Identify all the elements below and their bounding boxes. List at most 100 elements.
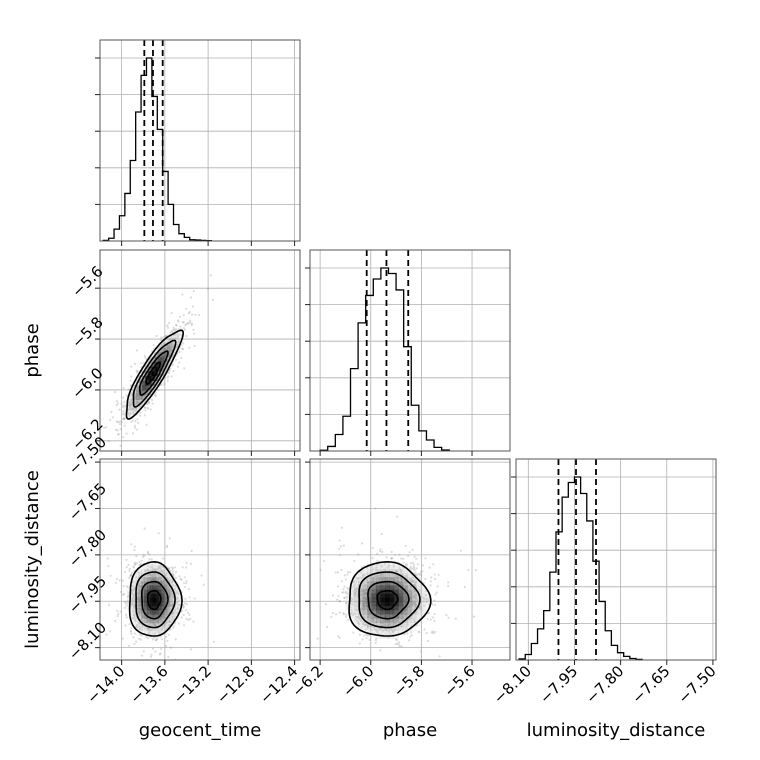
scatter-point	[342, 612, 345, 615]
density-cell	[139, 404, 143, 410]
scatter-point	[184, 597, 187, 601]
density-cell	[132, 597, 136, 603]
scatter-point	[190, 549, 193, 553]
scatter-point	[146, 564, 149, 567]
scatter-point	[410, 578, 413, 582]
scatter-point	[163, 383, 166, 386]
density-cell	[129, 399, 134, 405]
scatter-point	[381, 701, 383, 703]
y-tick-label: −7.95	[65, 572, 110, 617]
y-gridlines	[100, 461, 300, 649]
scatter-point	[184, 323, 187, 326]
scatter-point	[146, 552, 150, 555]
density-cell	[411, 597, 417, 603]
scatter-point	[129, 405, 132, 408]
scatter-point	[123, 606, 126, 610]
density-cell	[141, 630, 145, 635]
density-cell	[380, 593, 386, 599]
scatter-point	[138, 563, 141, 567]
density-cell	[135, 597, 139, 603]
scatter-point	[140, 628, 144, 632]
scatter-point	[154, 394, 157, 397]
scatter-point	[389, 666, 391, 668]
scatter-point	[147, 569, 150, 572]
density-cell	[367, 609, 373, 615]
scatter-point	[158, 566, 161, 570]
density-cell	[158, 565, 162, 570]
scatter-point	[354, 593, 357, 596]
density-cell	[149, 626, 154, 631]
density-cell	[420, 589, 426, 594]
panel-frame	[99, 249, 301, 452]
scatter-point	[130, 420, 133, 424]
scatter-point	[172, 626, 175, 629]
density-cell	[166, 573, 171, 578]
scatter-point	[194, 313, 197, 316]
density-cell	[138, 626, 142, 631]
scatter-point	[162, 570, 165, 573]
density-cell	[126, 605, 131, 611]
density-cell	[164, 609, 168, 615]
scatter-point	[132, 595, 135, 598]
density-cell	[135, 622, 139, 627]
scatter-point	[168, 537, 171, 540]
density-cell	[172, 573, 176, 578]
scatter-point	[396, 642, 399, 645]
scatter-point	[371, 546, 374, 550]
scatter-point	[391, 557, 394, 560]
scatter-point	[182, 327, 186, 330]
scatter-point	[173, 333, 176, 337]
scatter-point	[336, 598, 339, 601]
scatter-point	[138, 574, 141, 577]
scatter-point	[143, 527, 146, 530]
scatter-point	[169, 579, 172, 582]
density-cell	[169, 605, 174, 611]
scatter-point	[178, 361, 181, 364]
scatter-point	[130, 375, 133, 378]
scatter-point	[153, 636, 156, 639]
density-cell	[416, 614, 422, 619]
scatter-point	[390, 557, 393, 560]
x-tick-label: −6.0	[339, 662, 377, 700]
scatter-point	[122, 410, 125, 413]
scatter-point	[168, 621, 171, 624]
scatter-point	[131, 589, 134, 592]
scatter-point	[390, 550, 393, 554]
scatter-point	[131, 616, 134, 620]
scatter-point	[350, 608, 353, 612]
scatter-point	[117, 612, 120, 616]
scatter-point	[108, 630, 112, 633]
scatter-point	[428, 566, 431, 569]
density-cell	[416, 597, 422, 603]
scatter-point	[140, 559, 143, 562]
scatter-point	[131, 591, 134, 594]
scatter-point	[191, 313, 194, 316]
scatter-point	[425, 632, 428, 635]
density-cell	[411, 618, 417, 623]
density-cell	[146, 573, 151, 578]
scatter-point	[118, 408, 121, 411]
scatter-point	[359, 618, 362, 621]
scatter-point	[415, 567, 418, 570]
scatter-point	[319, 568, 322, 571]
scatter-point	[358, 642, 361, 645]
scatter-point	[394, 643, 397, 646]
density-cell	[142, 380, 146, 386]
density-cell	[142, 385, 146, 391]
scatter-point	[409, 562, 412, 565]
scatter-point	[183, 602, 187, 605]
scatter-point	[127, 601, 130, 604]
scatter-point	[397, 643, 400, 646]
scatter-point	[380, 627, 383, 630]
scatter-point	[158, 345, 161, 348]
density-cell	[144, 573, 148, 578]
scatter-point	[385, 556, 388, 559]
density-cell	[362, 585, 368, 590]
scatter-point	[378, 627, 381, 630]
density-cell	[411, 581, 417, 586]
density-cell	[129, 601, 134, 607]
scatter-point	[160, 565, 163, 569]
density-cell	[160, 361, 165, 367]
scatter-point	[130, 393, 133, 396]
density-cell	[149, 630, 154, 635]
